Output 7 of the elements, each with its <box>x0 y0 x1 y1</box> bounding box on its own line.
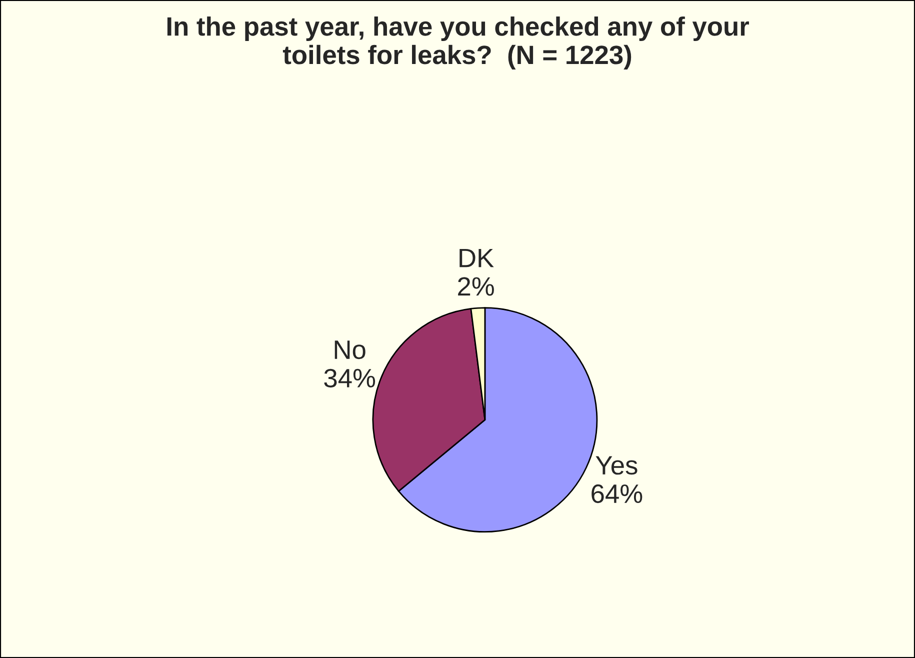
chart-title: In the past year, have you checked any of your toilets for leaks? (N = 1223) <box>167 16 749 70</box>
data-label: 34% <box>324 368 376 388</box>
slice-label: DK <box>460 248 494 268</box>
slice-label: Yes <box>596 456 638 475</box>
data-label: 64% <box>592 484 642 504</box>
data-label: 2% <box>458 277 494 296</box>
slice-label: No <box>334 340 366 360</box>
